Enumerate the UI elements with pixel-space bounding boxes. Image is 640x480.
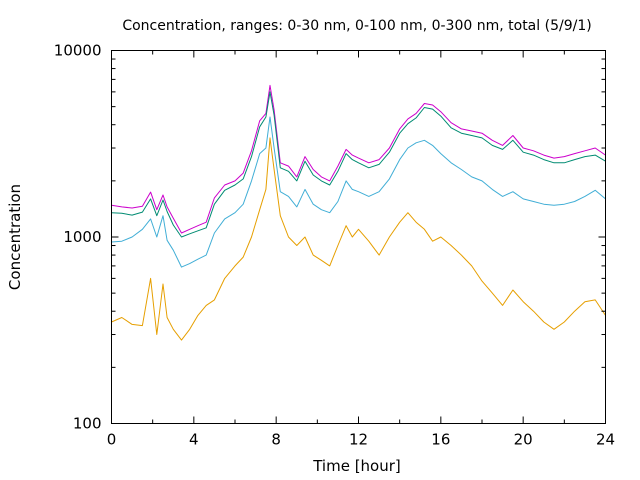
- ticks-group: [111, 50, 606, 424]
- x-tick-label: 24: [596, 431, 615, 449]
- x-tick-label: 0: [107, 431, 117, 449]
- series-line-3: [111, 116, 606, 268]
- y-tick-label: 10000: [54, 42, 102, 60]
- x-tick-label: 16: [431, 431, 450, 449]
- chart-title: Concentration, ranges: 0-30 nm, 0-100 nm…: [122, 18, 591, 34]
- series-group: [111, 84, 606, 341]
- x-axis-label: Time [hour]: [312, 457, 401, 475]
- x-tick-label: 12: [349, 431, 368, 449]
- plot-frame: [111, 50, 606, 424]
- y-axis-label: Concentration: [6, 184, 24, 290]
- series-line-2: [111, 91, 606, 238]
- x-tick-label: 8: [271, 431, 281, 449]
- x-tick-label: 4: [189, 431, 199, 449]
- series-line-4: [111, 137, 606, 341]
- series-line-1: [111, 84, 606, 234]
- y-tick-label: 1000: [63, 228, 101, 246]
- y-tick-label: 100: [73, 415, 102, 433]
- x-tick-label: 20: [514, 431, 533, 449]
- tick-labels-group: 0 4 8 12 16 20 24 100 1000 10000: [54, 42, 615, 449]
